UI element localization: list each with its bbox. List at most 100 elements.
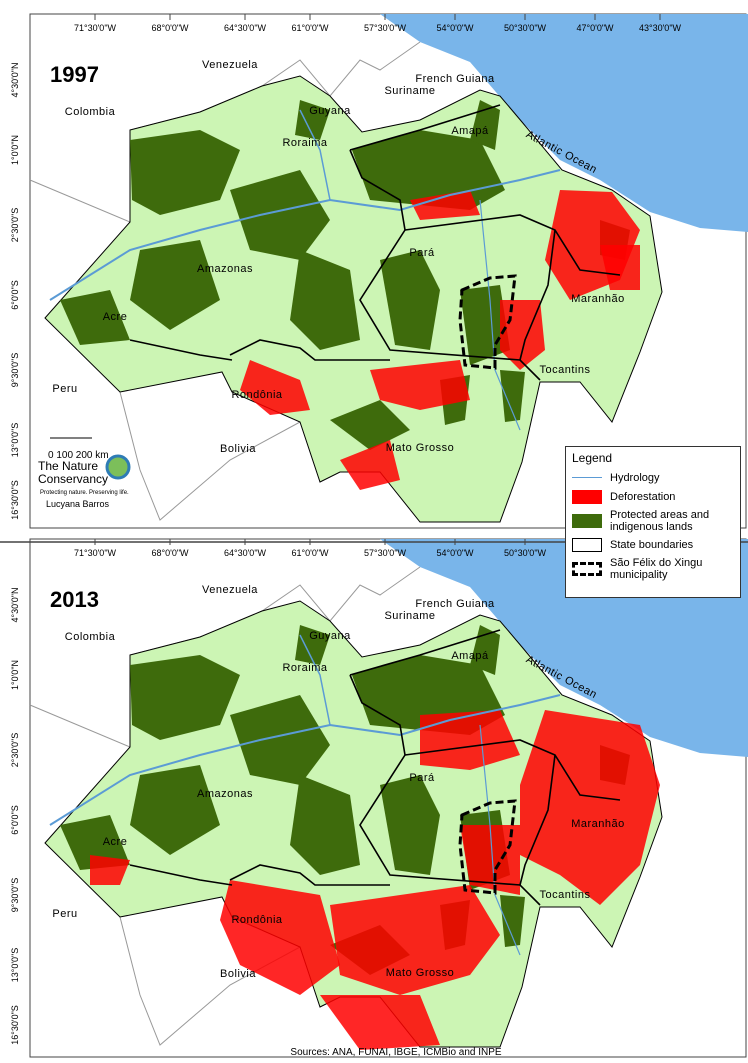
protected-area: [130, 765, 220, 855]
ocean: [380, 14, 748, 232]
legend-label: Protected areas and indigenous lands: [610, 509, 710, 533]
place-label: Pará: [409, 247, 435, 259]
place-label: Rondônia: [231, 389, 282, 401]
deforestation: [600, 245, 640, 290]
latitude-label: 1°0'0"N: [10, 135, 20, 165]
place-label: Peru: [52, 383, 77, 395]
place-label: Acre: [103, 836, 128, 848]
place-label: Tocantins: [540, 889, 591, 901]
deforestation: [240, 360, 310, 415]
xingu-municipality: [458, 274, 517, 370]
protected-area: [130, 130, 240, 215]
sources: Sources: ANA, FUNAI, IBGE, ICMBio and IN…: [290, 1047, 502, 1058]
longitude-label: 54°0'0"W: [436, 548, 474, 558]
latitude-label: 6°0'0"S: [10, 805, 20, 835]
latitude-label: 13°0'0"S: [10, 948, 20, 983]
place-label: Venezuela: [202, 584, 258, 596]
place-label: Maranhão: [571, 293, 625, 305]
state-boundary: [349, 149, 541, 381]
map-panel: 2013 71°30'0"W 68°0'0"W 64°30'0"W 61°0'0"W 57…: [10, 538, 748, 1058]
state-boundary: [129, 864, 233, 886]
longitude-label: 64°30'0"W: [224, 548, 267, 558]
state-boundary: [349, 629, 501, 676]
place-label: Bolivia: [220, 443, 256, 455]
protected-area: [352, 130, 505, 210]
latitude-label: 4°30'0"N: [10, 62, 20, 97]
deforestation: [420, 710, 520, 770]
legend-item: Protected areas and indigenous lands: [572, 509, 734, 533]
place-label: Colombia: [65, 106, 116, 118]
longitude-label: 43°30'0"W: [639, 23, 682, 33]
legend: Legend Hydrology Deforestation Protected…: [565, 446, 741, 598]
place-label: Amazonas: [197, 788, 253, 800]
protected-area: [380, 250, 440, 350]
state-boundary: [229, 339, 390, 361]
latitude-label: 9°30'0"S: [10, 353, 20, 388]
latitude-label: 13°0'0"S: [10, 423, 20, 458]
place-label: Suriname: [384, 85, 435, 97]
legend-item: São Félix do Xingu municipality: [572, 557, 734, 581]
deforestation: [340, 440, 400, 490]
legend-label: Hydrology: [610, 472, 660, 484]
protected-area: [295, 625, 330, 665]
place-label: Bolivia: [220, 968, 256, 980]
year-label: 2013: [50, 587, 99, 612]
place-label: Mato Grosso: [386, 967, 454, 979]
place-label: Pará: [409, 772, 435, 784]
state-boundary: [519, 754, 556, 886]
protected-area: [230, 170, 330, 260]
latitude-label: 2°30'0"S: [10, 733, 20, 768]
protected-area: [130, 655, 240, 740]
deforestation: [460, 825, 520, 895]
legend-label: State boundaries: [610, 539, 694, 551]
protected-area: [290, 250, 360, 350]
place-label: Amazonas: [197, 263, 253, 275]
protected-area: [330, 400, 410, 450]
legend-label: São Félix do Xingu municipality: [610, 557, 703, 581]
legend-label: Deforestation: [610, 491, 676, 503]
protected-area: [295, 100, 330, 140]
deforestation: [320, 995, 440, 1050]
place-label: Tocantins: [540, 364, 591, 376]
protected-area: [290, 775, 360, 875]
map-panel: 1997 71°30'0"W 68°0'0"W 64°30'0"W 61°0'0"W 57…: [10, 13, 748, 529]
place-label: Amapá: [451, 125, 489, 137]
latitude-label: 6°0'0"S: [10, 280, 20, 310]
deforestation: [370, 360, 470, 410]
protected-area: [60, 290, 130, 345]
protected-area: [460, 285, 510, 365]
legend-item: Hydrology: [572, 471, 734, 485]
year-label: 1997: [50, 62, 99, 87]
scale-label: 0 100 200 km: [48, 450, 109, 461]
place-label: Guyana: [309, 630, 351, 642]
state-boundary: [129, 339, 233, 361]
protected-area: [130, 240, 220, 330]
longitude-label: 54°0'0"W: [436, 23, 474, 33]
logo-globe: [105, 454, 131, 480]
place-label: Maranhão: [571, 818, 625, 830]
credit: Lucyana Barros: [46, 499, 110, 509]
deforestation: [90, 855, 130, 885]
protected-area: [60, 815, 130, 870]
country-border: [119, 916, 301, 1046]
latitude-label: 16°30'0"S: [10, 1005, 20, 1045]
longitude-label: 57°30'0"W: [364, 23, 407, 33]
longitude-label: 61°0'0"W: [291, 548, 329, 558]
longitude-label: 68°0'0"W: [151, 23, 189, 33]
latitude-label: 4°30'0"N: [10, 587, 20, 622]
place-label: Rondônia: [231, 914, 282, 926]
logo-tagline: Protecting nature. Preserving life.: [40, 490, 129, 496]
state-boundary: [229, 864, 390, 886]
place-label: Amapá: [451, 650, 489, 662]
deforestation: [220, 880, 340, 995]
longitude-label: 50°30'0"W: [504, 548, 547, 558]
river: [479, 724, 521, 956]
latitude-label: 1°0'0"N: [10, 660, 20, 690]
logo-text: The Nature: [38, 459, 98, 473]
longitude-label: 50°30'0"W: [504, 23, 547, 33]
legend-item: State boundaries: [572, 538, 734, 552]
legend-title: Legend: [572, 451, 613, 465]
longitude-label: 71°30'0"W: [74, 23, 117, 33]
place-label: Guyana: [309, 105, 351, 117]
